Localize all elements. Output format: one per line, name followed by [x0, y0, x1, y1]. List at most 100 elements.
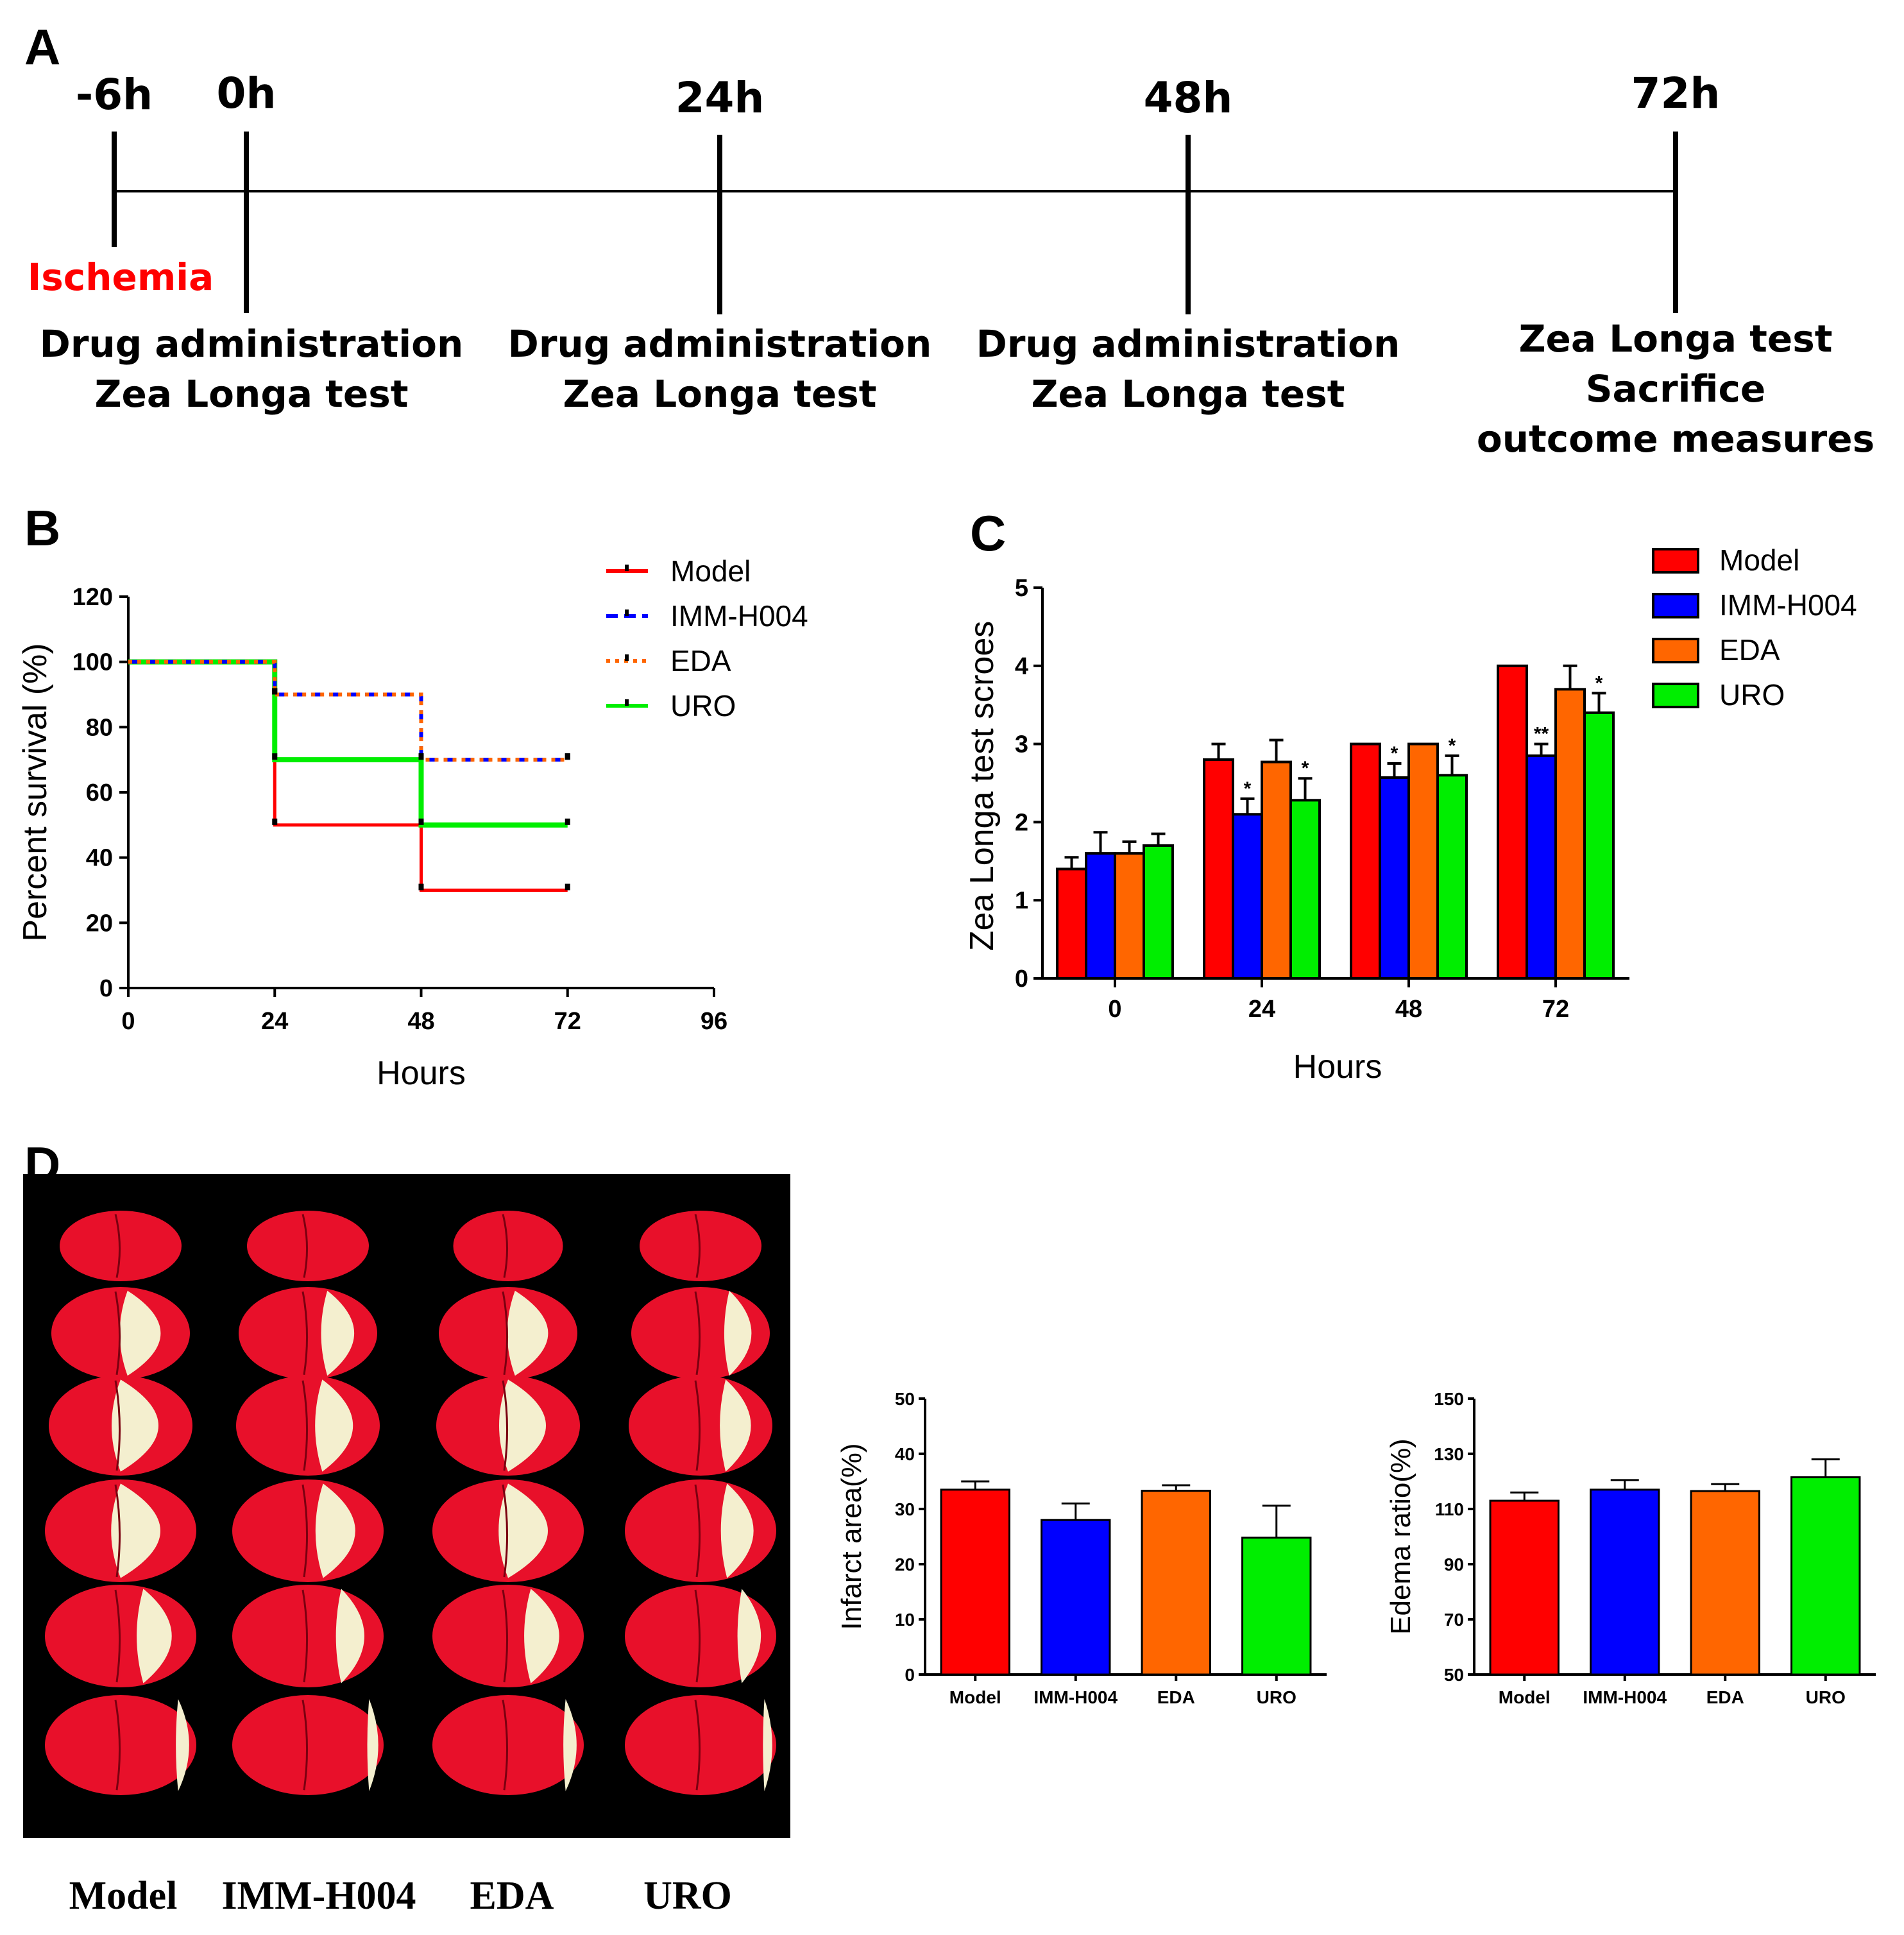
- infarct-area-chart: 0 10 20 30 40 50 Model IMM-H004 EDA URO Infarct ar…: [836, 1389, 1327, 1707]
- timeline-time-label: 72h: [1631, 69, 1721, 118]
- bar-imm-h004: [1379, 776, 1410, 980]
- x-tick-label: 48: [1395, 996, 1422, 1023]
- legend-swatch: [1652, 593, 1699, 618]
- censor-mark: [565, 818, 570, 825]
- bar-uro: [1583, 711, 1615, 980]
- y-tick-label: 0: [99, 975, 113, 1002]
- x-tick-label: 24: [1248, 996, 1275, 1023]
- panel-label-c: C: [970, 505, 1006, 561]
- y-tick-label: 50: [895, 1389, 915, 1409]
- y-axis-label: Edema ratio(%): [1385, 1438, 1416, 1635]
- bar-eda: [1554, 688, 1586, 980]
- censor-mark: [272, 753, 278, 760]
- y-tick-label: 100: [72, 649, 113, 676]
- bar-imm-h004: [1590, 1488, 1660, 1676]
- bar-model: [1489, 1499, 1560, 1676]
- midline: [502, 1484, 509, 1578]
- infarct-region: [367, 1699, 378, 1791]
- infarct-region: [315, 1483, 355, 1578]
- timeline-time-label: 0h: [217, 69, 276, 118]
- significance-mark: **: [1534, 724, 1549, 745]
- bar-imm-h004: [1232, 813, 1263, 980]
- bar-uro: [1289, 799, 1321, 980]
- midline: [502, 1291, 509, 1376]
- x-tick-label: Model: [949, 1687, 1001, 1707]
- midline: [694, 1589, 701, 1683]
- bar-uro: [1241, 1537, 1312, 1676]
- timeline-step-text: Zea Longa test: [1032, 372, 1345, 416]
- bar-eda: [1407, 742, 1439, 980]
- censor-mark: [418, 883, 424, 891]
- infarct-region: [112, 1379, 158, 1472]
- bar-model: [1203, 758, 1234, 980]
- y-tick-label: 150: [1434, 1389, 1464, 1409]
- censor-mark: [565, 753, 570, 760]
- legend-label: Model: [1719, 543, 1799, 577]
- infarct-region: [737, 1589, 761, 1684]
- infarct-region: [563, 1699, 577, 1791]
- bar-imm-h004: [1041, 1519, 1111, 1676]
- x-tick-label: 0: [121, 1008, 135, 1035]
- x-tick-label: 48: [407, 1008, 434, 1035]
- bar-model: [1497, 664, 1528, 980]
- legend-mark: [625, 654, 629, 661]
- censor-mark: [418, 753, 424, 760]
- panel-label-b: B: [24, 500, 60, 556]
- timeline-step-text: Zea Longa test: [1519, 317, 1833, 361]
- timeline-step-text: Drug administration: [508, 322, 932, 366]
- midline: [694, 1380, 701, 1471]
- legend-label: IMM-H004: [1719, 588, 1857, 622]
- timeline-time-label: -6h: [76, 70, 153, 119]
- y-tick-label: 20: [895, 1555, 915, 1574]
- legend-label: URO: [670, 689, 736, 722]
- legend-label: IMM-H004: [670, 599, 808, 633]
- timeline-panel: A -6h Ischemia 0h Drug administration Zea Lo…: [24, 19, 1874, 461]
- midline: [302, 1291, 309, 1376]
- x-tick-label: IMM-H004: [1583, 1687, 1667, 1707]
- y-tick-label: 60: [86, 780, 113, 806]
- survival-line-uro: [128, 659, 568, 828]
- x-tick-label: 72: [1542, 996, 1569, 1023]
- infarct-region: [336, 1589, 364, 1684]
- legend-label: EDA: [1719, 633, 1780, 667]
- y-tick-label: 70: [1444, 1610, 1464, 1630]
- midline: [114, 1291, 121, 1376]
- x-tick-label: 0: [1108, 996, 1121, 1023]
- legend-mark: [625, 609, 629, 616]
- legend-mark: [625, 699, 629, 706]
- photo-group-label: Model: [69, 1874, 178, 1918]
- significance-mark: *: [1595, 672, 1603, 694]
- midline: [114, 1484, 121, 1578]
- y-tick-label: 3: [1015, 731, 1028, 758]
- bar-eda: [1114, 852, 1145, 980]
- infarct-region: [499, 1379, 546, 1472]
- y-axis-label: Percent survival (%): [17, 643, 54, 941]
- y-axis-label: Infarct area(%): [836, 1444, 867, 1630]
- y-tick-label: 0: [905, 1665, 915, 1685]
- x-tick-label: URO: [1806, 1687, 1846, 1707]
- infarct-region: [498, 1483, 548, 1578]
- censor-mark: [418, 818, 424, 825]
- y-tick-label: 0: [1015, 966, 1028, 993]
- photo-group-label: URO: [643, 1874, 732, 1918]
- midline: [694, 1484, 701, 1578]
- midline: [694, 1700, 701, 1791]
- y-tick-label: 130: [1434, 1444, 1464, 1464]
- x-tick-label: 24: [261, 1008, 288, 1035]
- y-tick-label: 30: [895, 1499, 915, 1519]
- survival-line-imm-h004: [128, 660, 568, 762]
- midline: [114, 1589, 121, 1683]
- midline: [502, 1700, 509, 1791]
- ischemia-label: Ischemia: [28, 255, 214, 299]
- survival-chart: B 0 20 40 60 80 100 120 0 24 48 72 96 Hours Percent s…: [17, 500, 808, 1092]
- x-axis-label: Hours: [377, 1055, 466, 1092]
- midline: [302, 1589, 309, 1683]
- y-tick-label: 40: [895, 1444, 915, 1464]
- midline: [502, 1214, 509, 1278]
- x-tick-label: EDA: [1706, 1687, 1744, 1707]
- infarct-region: [507, 1290, 548, 1376]
- infarct-region: [524, 1589, 559, 1684]
- bar-eda: [1690, 1490, 1760, 1676]
- y-tick-label: 120: [72, 584, 113, 611]
